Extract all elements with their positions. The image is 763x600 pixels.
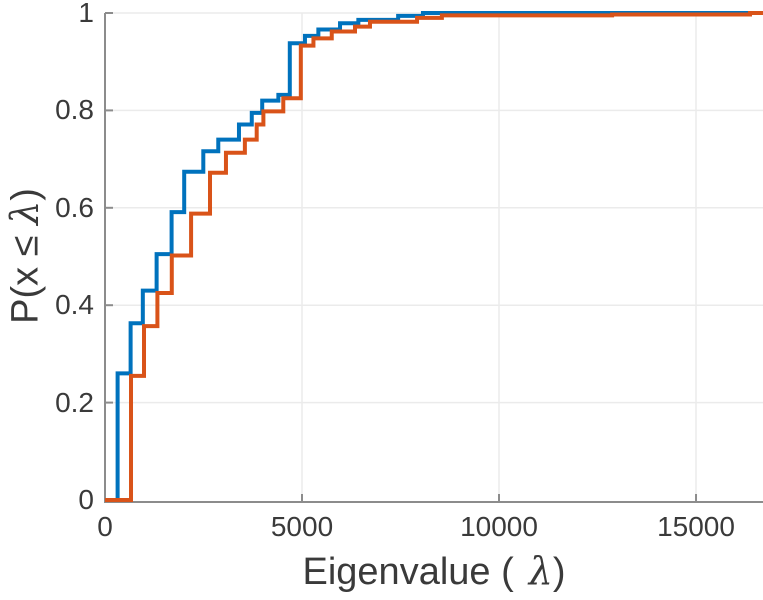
y-axis-label-close: )	[4, 188, 47, 201]
x-tick-label: 10000	[460, 511, 538, 542]
x-axis-label-close: )	[552, 551, 566, 593]
y-axis-label: P(x ≤ λ)	[2, 188, 47, 324]
lambda-symbol: λ	[2, 200, 47, 225]
x-tick-label: 5000	[270, 511, 334, 542]
x-tick-label: 0	[97, 511, 113, 542]
x-axis-label-text: Eigenvalue (	[302, 551, 514, 593]
y-tick-label: 0.4	[55, 289, 94, 321]
x-axis-label: Eigenvalue ( λ)	[105, 551, 763, 592]
y-tick-label: 1	[78, 0, 94, 28]
x-tick-label: 15000	[657, 511, 735, 542]
y-tick-label: 0.6	[55, 191, 94, 223]
y-tick-label: 0.2	[55, 386, 94, 418]
y-tick-label: 0	[78, 484, 94, 515]
y-tick-label: 0.8	[55, 94, 94, 126]
lambda-symbol: λ	[528, 549, 553, 593]
y-axis-label-text: P(x ≤	[4, 224, 47, 324]
ecdf-orange-line	[105, 11, 763, 502]
ecdf-blue-line	[105, 11, 763, 502]
